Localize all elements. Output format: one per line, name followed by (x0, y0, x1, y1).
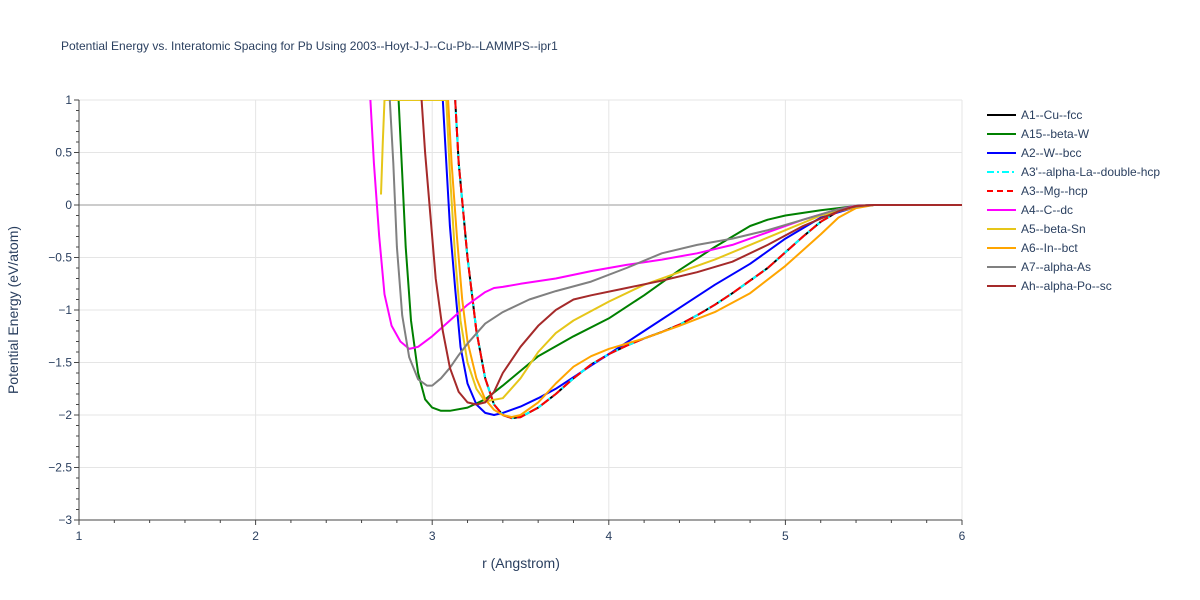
series-line-4 (454, 100, 962, 420)
legend-item[interactable]: A3'--alpha-La--double-hcp (987, 165, 1160, 179)
x-tick-label: 1 (76, 529, 83, 543)
legend-label: A15--beta-W (1021, 127, 1090, 141)
chart-title: Potential Energy vs. Interatomic Spacing… (61, 39, 558, 53)
y-tick-label: 1 (65, 93, 72, 107)
y-tick-label: 0.5 (55, 146, 72, 160)
legend-label: A2--W--bcc (1021, 146, 1081, 160)
y-tick-label: −0.5 (48, 251, 72, 265)
legend-label: A1--Cu--fcc (1021, 108, 1082, 122)
legend-label: A6--In--bct (1021, 241, 1078, 255)
axes (74, 99, 963, 525)
legend-item[interactable]: A2--W--bcc (987, 146, 1081, 160)
legend-label: Ah--alpha-Po--sc (1021, 279, 1112, 293)
legend-item[interactable]: A3--Mg--hcp (987, 184, 1088, 198)
x-tick-label: 3 (429, 529, 436, 543)
y-tick-label: −1 (58, 303, 72, 317)
y-tick-label: −2 (58, 408, 72, 422)
legend-item[interactable]: A1--Cu--fcc (987, 108, 1082, 122)
grid (78, 99, 963, 521)
legend-item[interactable]: A4--C--dc (987, 203, 1073, 217)
tick-labels: 1 2 3 4 5 6 1 0.5 0 −0.5 −1 −1.5 −2 −2.5 −3 (48, 93, 965, 543)
series-line-8 (388, 100, 962, 387)
legend-item[interactable]: A7--alpha-As (987, 260, 1091, 274)
legend-item[interactable]: Ah--alpha-Po--sc (987, 279, 1112, 293)
x-tick-label: 5 (782, 529, 789, 543)
legend-item[interactable]: A5--beta-Sn (987, 222, 1086, 236)
x-tick-label: 4 (605, 529, 612, 543)
series-line-0 (454, 100, 962, 420)
series-line-3 (454, 100, 962, 420)
series-group (369, 100, 962, 420)
x-tick-label: 6 (959, 529, 966, 543)
legend-item[interactable]: A15--beta-W (987, 127, 1090, 141)
y-tick-label: −1.5 (48, 356, 72, 370)
legend[interactable]: A1--Cu--fcc A15--beta-W A2--W--bcc A3'--alp… (987, 108, 1160, 293)
series-line-6 (380, 100, 962, 403)
legend-item[interactable]: A6--In--bct (987, 241, 1078, 255)
legend-label: A4--C--dc (1021, 203, 1073, 217)
legend-label: A3'--alpha-La--double-hcp (1021, 165, 1160, 179)
legend-label: A7--alpha-As (1021, 260, 1091, 274)
series-line-9 (420, 100, 962, 406)
y-tick-label: −2.5 (48, 461, 72, 475)
series-line-2 (441, 100, 962, 416)
x-tick-label: 2 (252, 529, 259, 543)
legend-label: A3--Mg--hcp (1021, 184, 1088, 198)
legend-label: A5--beta-Sn (1021, 222, 1086, 236)
x-axis-title: r (Angstrom) (482, 555, 560, 571)
y-tick-label: −3 (58, 513, 72, 527)
y-tick-label: 0 (65, 198, 72, 212)
y-axis-title: Potential Energy (eV/atom) (5, 226, 21, 394)
series-line-7 (447, 100, 962, 419)
